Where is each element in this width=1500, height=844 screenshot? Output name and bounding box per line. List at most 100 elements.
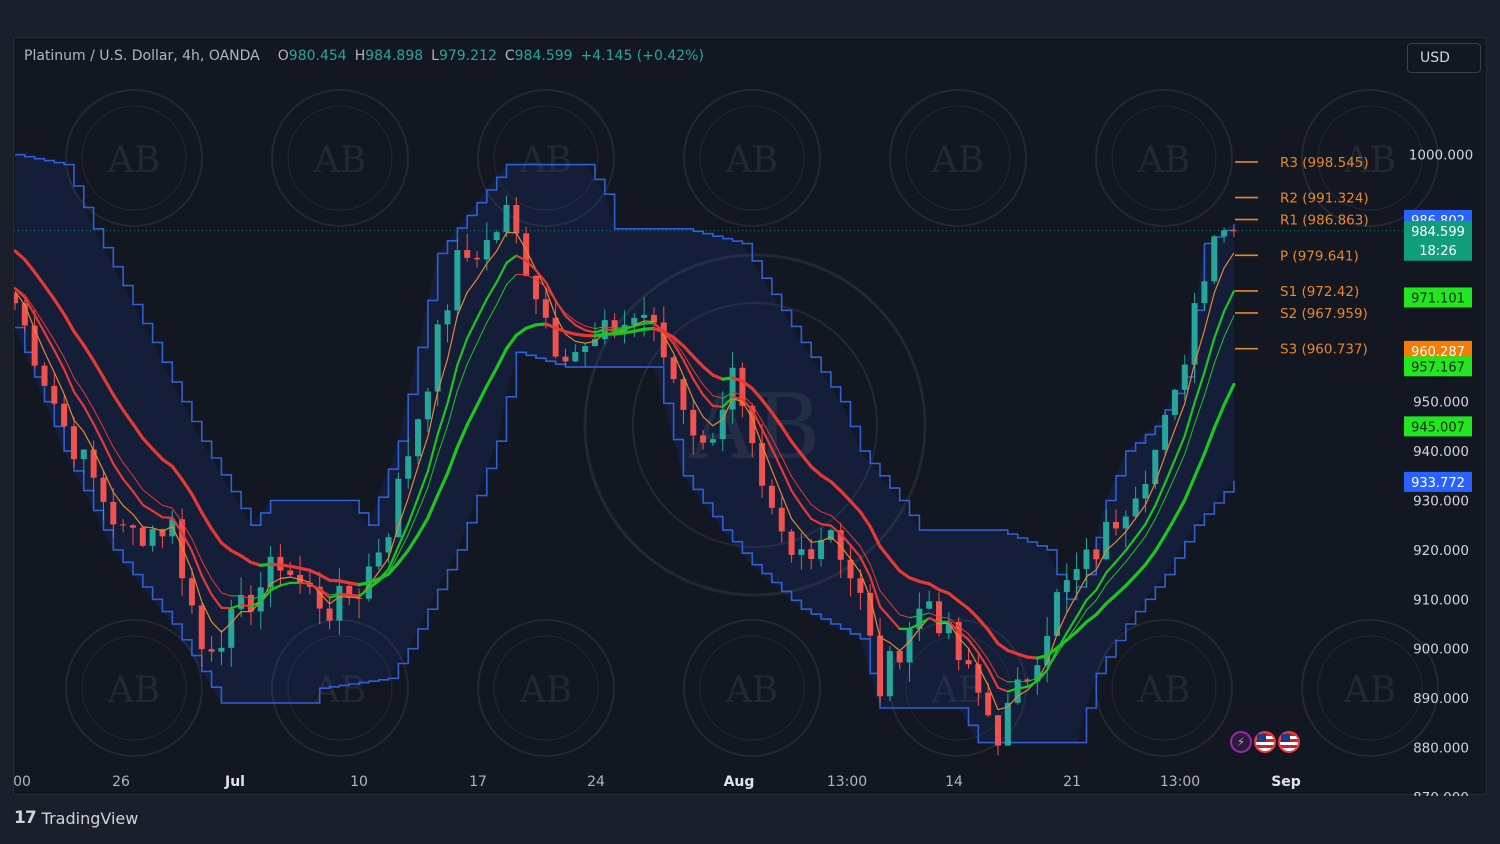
candle-body	[1103, 522, 1110, 560]
y-tick-label: 880.000	[1413, 741, 1469, 757]
ema-short-line	[829, 524, 842, 536]
ema-short-line	[72, 390, 85, 408]
candle-body	[405, 456, 412, 479]
ema-slow-line	[809, 465, 823, 477]
ema-mid-line	[1144, 518, 1156, 537]
ema-slow-line	[573, 332, 587, 338]
watermark-ring	[583, 253, 927, 597]
ema-slow-line	[82, 343, 96, 363]
candle-body	[1073, 569, 1080, 581]
ema-slow-line	[141, 436, 155, 451]
ema-short-line	[810, 517, 823, 526]
ema-short-line	[122, 478, 135, 493]
ema-mid-line	[948, 617, 960, 627]
ema-short-line	[800, 504, 813, 520]
candle-body	[631, 317, 638, 325]
ema-short-line	[1154, 481, 1167, 507]
watermark-ring	[81, 105, 187, 211]
candle-body	[798, 549, 805, 555]
ema-mid-line	[142, 489, 154, 499]
ema-slow-line	[662, 330, 676, 340]
ema-mid-line	[24, 294, 36, 310]
ema-short-line	[407, 496, 420, 526]
us-flag-icon[interactable]	[1278, 731, 1300, 753]
ema-slow-line	[386, 561, 400, 576]
ema-slow-line	[1163, 516, 1177, 537]
ema-slow-line	[62, 312, 76, 333]
ema-short-line	[14, 287, 26, 299]
ema-short-line	[102, 442, 115, 465]
x-tick-label: 00	[14, 774, 31, 790]
candle-body	[572, 352, 579, 362]
ema-mid-line	[161, 504, 173, 509]
ema-slow-line	[1016, 652, 1030, 659]
ema-mid-line	[604, 326, 616, 329]
ema-mid-line	[800, 490, 812, 506]
ema-slow-line	[180, 477, 194, 496]
candle-body	[818, 539, 825, 559]
watermark-ring	[1317, 635, 1423, 741]
candle-body	[493, 232, 500, 241]
candle-body	[542, 299, 549, 318]
ema-mid-line	[830, 514, 842, 525]
symbol-legend: Platinum / U.S. Dollar, 4h, OANDA O 980.4…	[24, 48, 704, 64]
price-chart[interactable]: ABABABABABABABABABABABABABABABR3 (998.54…	[14, 38, 1488, 796]
ema-short-line	[908, 622, 921, 630]
candle-body	[503, 205, 510, 233]
ema-short-line	[721, 396, 734, 408]
ema-slow-line	[436, 471, 450, 497]
ema-slow-line	[524, 323, 538, 330]
ema-slow-line	[898, 569, 912, 580]
currency-button[interactable]: USD	[1407, 43, 1481, 73]
ema-short-line	[416, 470, 429, 499]
ema-short-line	[1193, 371, 1206, 404]
ema-short-line	[318, 588, 331, 599]
ema-short-line	[1222, 290, 1236, 313]
price-tag	[1404, 287, 1472, 308]
candle-body	[1063, 580, 1070, 593]
candle-body	[385, 537, 392, 553]
ema-mid-line	[437, 425, 449, 456]
ema-mid-line	[407, 510, 419, 536]
ema-short-line	[210, 593, 223, 609]
us-flag-icon[interactable]	[1254, 731, 1276, 753]
ema-mid-line	[673, 339, 684, 355]
symbol-title[interactable]: Platinum / U.S. Dollar, 4h, OANDA	[24, 48, 260, 64]
watermark-ring	[477, 619, 615, 757]
ema-short-line	[859, 555, 872, 578]
ema-short-line	[33, 313, 46, 334]
ema-slow-line	[681, 344, 695, 359]
ema-short-line	[1164, 458, 1177, 485]
ema-mid-line	[869, 563, 881, 592]
price-tag-label: 957.167	[1411, 360, 1465, 375]
ema-slow-line	[42, 283, 56, 302]
ema-short-line	[1105, 560, 1118, 575]
ema-slow-line	[33, 270, 47, 288]
candle-body	[120, 524, 127, 526]
ema-short-line	[131, 490, 144, 506]
tradingview-logo-icon: 17	[14, 808, 37, 828]
candle-body	[877, 635, 884, 697]
y-tick-label: 950.000	[1413, 395, 1469, 411]
price-tag-label: 960.287	[1411, 345, 1465, 360]
ema-mid-line	[977, 645, 989, 661]
y-tick-label: 910.000	[1413, 592, 1469, 608]
ema-short-line	[357, 587, 370, 598]
ema-mid-line	[319, 588, 331, 596]
ema-short-line	[1144, 504, 1157, 526]
ema-mid-line	[102, 427, 114, 448]
ema-short-line	[918, 617, 931, 625]
tradingview-logo[interactable]: 17 TradingView	[14, 808, 138, 828]
ema-short-line	[269, 584, 282, 592]
chart-frame[interactable]: ABABABABABABABABABABABABABABABR3 (998.54…	[13, 37, 1488, 796]
candle-body	[257, 587, 264, 612]
ema-slow-line	[839, 489, 853, 503]
ema-slow-line	[652, 326, 666, 334]
ema-short-line	[839, 533, 852, 547]
ema-mid-line	[506, 273, 517, 286]
ema-short-line	[967, 638, 980, 655]
ema-slow-line	[780, 424, 794, 444]
candle-body	[139, 527, 146, 546]
flash-icon[interactable]: ⚡	[1230, 731, 1252, 753]
candle-body	[995, 715, 1001, 746]
